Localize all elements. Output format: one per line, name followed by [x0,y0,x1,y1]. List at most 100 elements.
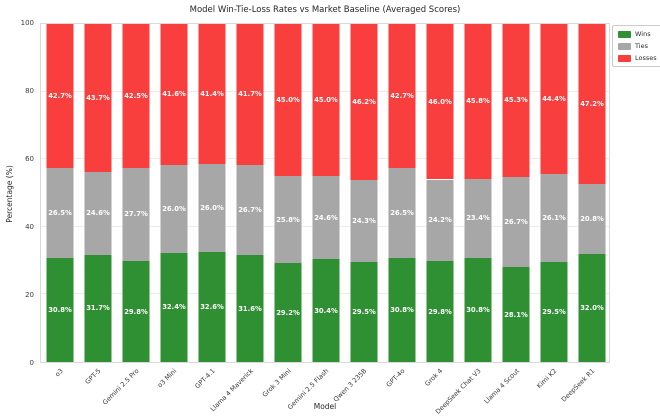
segment-value-label: 26.5% [48,209,72,218]
segment-value-label: 29.5% [542,308,566,317]
segment-value-label: 28.1% [504,310,528,319]
segment-value-label: 30.4% [314,306,338,315]
bar-segment-ties: 26.5% [388,168,416,258]
segment-value-label: 46.0% [428,97,452,106]
bar-6: 29.2% 25.8% 45.0% [269,24,307,362]
bar-segment-losses: 42.7% [46,24,74,169]
y-axis-label: Percentage (%) [5,165,14,223]
bar-segment-losses: 47.2% [578,24,606,184]
bar-segment-losses: 42.5% [122,24,150,168]
legend-swatch-icon [618,30,631,38]
bar-4: 32.6% 26.0% 41.4% [193,24,231,362]
xtick-label: Llama 4 Scout [482,367,521,406]
ytick-label-0: 0 [29,359,34,367]
xtick-label: Grok 4 [423,367,445,388]
segment-value-label: 42.7% [390,92,414,101]
bar-stack: 30.8% 26.5% 42.7% [46,24,74,362]
bar-segment-ties: 26.0% [160,164,188,253]
segment-value-label: 30.8% [466,305,490,314]
segment-value-label: 26.5% [390,209,414,218]
segment-value-label: 24.6% [314,213,338,222]
bar-stack: 32.0% 20.8% 47.2% [578,24,606,362]
ytick-label-60: 60 [25,155,34,163]
ytick-label-40: 40 [25,223,34,231]
bar-segment-wins: 30.8% [46,257,74,362]
bar-stack: 29.8% 27.7% 42.5% [122,24,150,362]
segment-value-label: 29.8% [124,307,148,316]
ytick-label-80: 80 [25,87,34,95]
segment-value-label: 41.7% [238,90,262,99]
bar-13: 29.5% 26.1% 44.4% [535,24,573,362]
bar-segment-losses: 41.7% [236,24,264,165]
bar-segment-ties: 26.7% [502,176,530,268]
ytick-label-100: 100 [20,19,34,27]
bar-segment-wins: 29.2% [274,263,302,362]
bar-segment-losses: 46.0% [426,24,454,180]
segment-value-label: 29.5% [352,308,376,317]
bar-segment-ties: 24.6% [84,171,112,255]
legend-swatch-icon [618,54,631,62]
segment-value-label: 26.1% [542,214,566,223]
bar-segment-wins: 31.7% [84,254,112,362]
bar-segment-losses: 41.6% [160,24,188,165]
bar-stack: 29.5% 26.1% 44.4% [540,24,568,362]
segment-value-label: 42.7% [48,92,72,101]
xtick-label: DeepSeek R1 [560,367,597,404]
bar-stack: 29.2% 25.8% 45.0% [274,24,302,362]
segment-value-label: 24.2% [428,216,452,225]
bar-stack: 32.4% 26.0% 41.6% [160,24,188,362]
bar-14: 32.0% 20.8% 47.2% [573,24,611,362]
segment-value-label: 29.8% [428,307,452,316]
legend-label: Ties [635,42,648,50]
legend-label: Wins [635,30,651,38]
bar-segment-ties: 26.7% [236,164,264,256]
xtick-label: o3 [53,367,65,379]
bar-segment-ties: 24.2% [426,179,454,262]
bar-segment-wins: 32.0% [578,253,606,362]
bar-segment-wins: 29.5% [540,262,568,362]
segment-value-label: 20.8% [580,214,604,223]
bar-segment-ties: 25.8% [274,176,302,264]
segment-value-label: 45.0% [314,96,338,105]
bar-segment-losses: 45.0% [274,24,302,177]
xtick-label: o3 Mini [156,367,179,390]
segment-value-label: 25.8% [276,215,300,224]
segment-value-label: 29.2% [276,308,300,317]
bar-segment-wins: 29.8% [122,261,150,362]
bar-segment-losses: 46.2% [350,24,378,181]
bar-stack: 28.1% 26.7% 45.3% [502,23,530,362]
bar-segment-wins: 32.4% [160,252,188,362]
bar-segment-wins: 30.8% [464,257,492,362]
bar-segment-losses: 45.8% [464,24,492,179]
bar-segment-ties: 26.1% [540,174,568,263]
bar-segment-ties: 26.5% [46,168,74,258]
bar-10: 29.8% 24.2% 46.0% [421,24,459,362]
bar-7: 30.4% 24.6% 45.0% [307,24,345,362]
segment-value-label: 26.7% [238,206,262,215]
bar-stack: 31.7% 24.6% 43.7% [84,24,112,362]
xtick-label: GPT-5 [83,367,103,386]
bar-segment-ties: 26.0% [198,163,226,252]
legend-item-losses: Losses [618,54,657,62]
plot-area: 30.8% 26.5% 42.7% 31.7% 24.6% 43.7% 29.8% 27.7%… [40,23,610,363]
segment-value-label: 44.4% [542,95,566,104]
segment-value-label: 31.6% [238,304,262,313]
bar-segment-losses: 45.3% [502,23,530,177]
bar-stack: 29.5% 24.3% 46.2% [350,24,378,362]
bar-segment-losses: 44.4% [540,24,568,175]
bar-0: 30.8% 26.5% 42.7% [41,24,79,362]
xtick-label: Kimi K2 [535,367,559,391]
bar-segment-wins: 29.5% [350,262,378,362]
bar-segment-wins: 32.6% [198,251,226,362]
bar-segment-losses: 45.0% [312,24,340,177]
bar-3: 32.4% 26.0% 41.6% [155,24,193,362]
segment-value-label: 45.3% [504,96,528,105]
segment-value-label: 32.0% [580,303,604,312]
xtick-label: GPT-4.1 [193,367,217,391]
legend-item-ties: Ties [618,42,657,50]
segment-value-label: 42.5% [124,91,148,100]
bar-11: 30.8% 23.4% 45.8% [459,24,497,362]
segment-value-label: 30.8% [390,305,414,314]
bar-1: 31.7% 24.6% 43.7% [79,24,117,362]
bar-segment-wins: 28.1% [502,267,530,362]
